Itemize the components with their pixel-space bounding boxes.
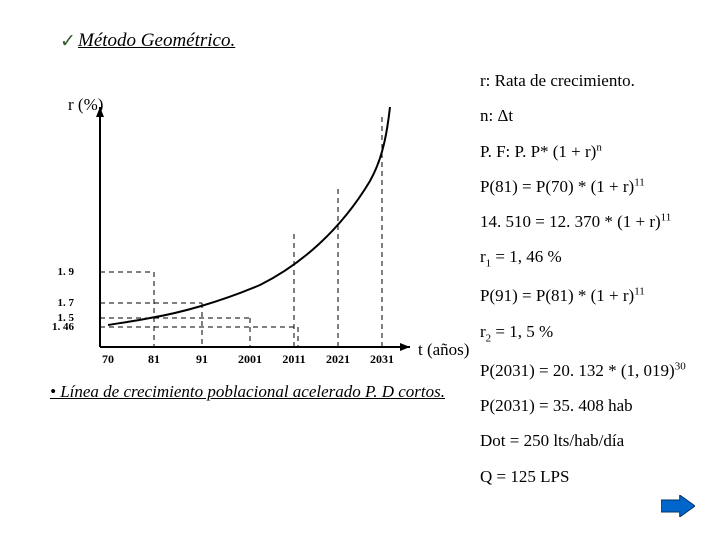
page-title: Método Geométrico. xyxy=(78,30,235,52)
y-tick-label: 1. 7 xyxy=(44,297,74,309)
x-tick-label: 2031 xyxy=(370,352,394,367)
x-tick-label: 70 xyxy=(102,352,114,367)
equation-line: r: Rata de crecimiento. xyxy=(480,70,710,91)
growth-chart xyxy=(80,115,420,355)
equation-line: P(2031) = 35. 408 hab xyxy=(480,395,710,416)
equation-line: r2 = 1, 5 % xyxy=(480,321,710,346)
x-tick-label: 91 xyxy=(196,352,208,367)
equation-line: P(2031) = 20. 132 * (1, 019)30 xyxy=(480,360,710,381)
equation-line: P(81) = P(70) * (1 + r)11 xyxy=(480,176,710,197)
equations-panel: r: Rata de crecimiento. n: Δt P. F: P. P* … xyxy=(480,70,710,501)
equation-line: Dot = 250 lts/hab/día xyxy=(480,430,710,451)
equation-line: n: Δt xyxy=(480,105,710,126)
y-tick-label: 1. 9 xyxy=(44,266,74,278)
check-icon: ✓ xyxy=(60,30,76,53)
equation-line: P(91) = P(81) * (1 + r)11 xyxy=(480,285,710,306)
equation-line: r1 = 1, 46 % xyxy=(480,246,710,271)
equation-line: Q = 125 LPS xyxy=(480,466,710,487)
x-tick-label: 2021 xyxy=(326,352,350,367)
x-tick-label: 81 xyxy=(148,352,160,367)
equation-line: 14. 510 = 12. 370 * (1 + r)11 xyxy=(480,211,710,232)
next-arrow-button[interactable] xyxy=(661,495,695,522)
x-axis-label: t (años) xyxy=(418,340,469,360)
y-tick-label: 1. 46 xyxy=(44,321,74,333)
x-tick-label: 2011 xyxy=(282,352,305,367)
equation-line: P. F: P. P* (1 + r)n xyxy=(480,141,710,162)
x-tick-label: 2001 xyxy=(238,352,262,367)
footer-note: • Línea de crecimiento poblacional acele… xyxy=(50,382,445,402)
